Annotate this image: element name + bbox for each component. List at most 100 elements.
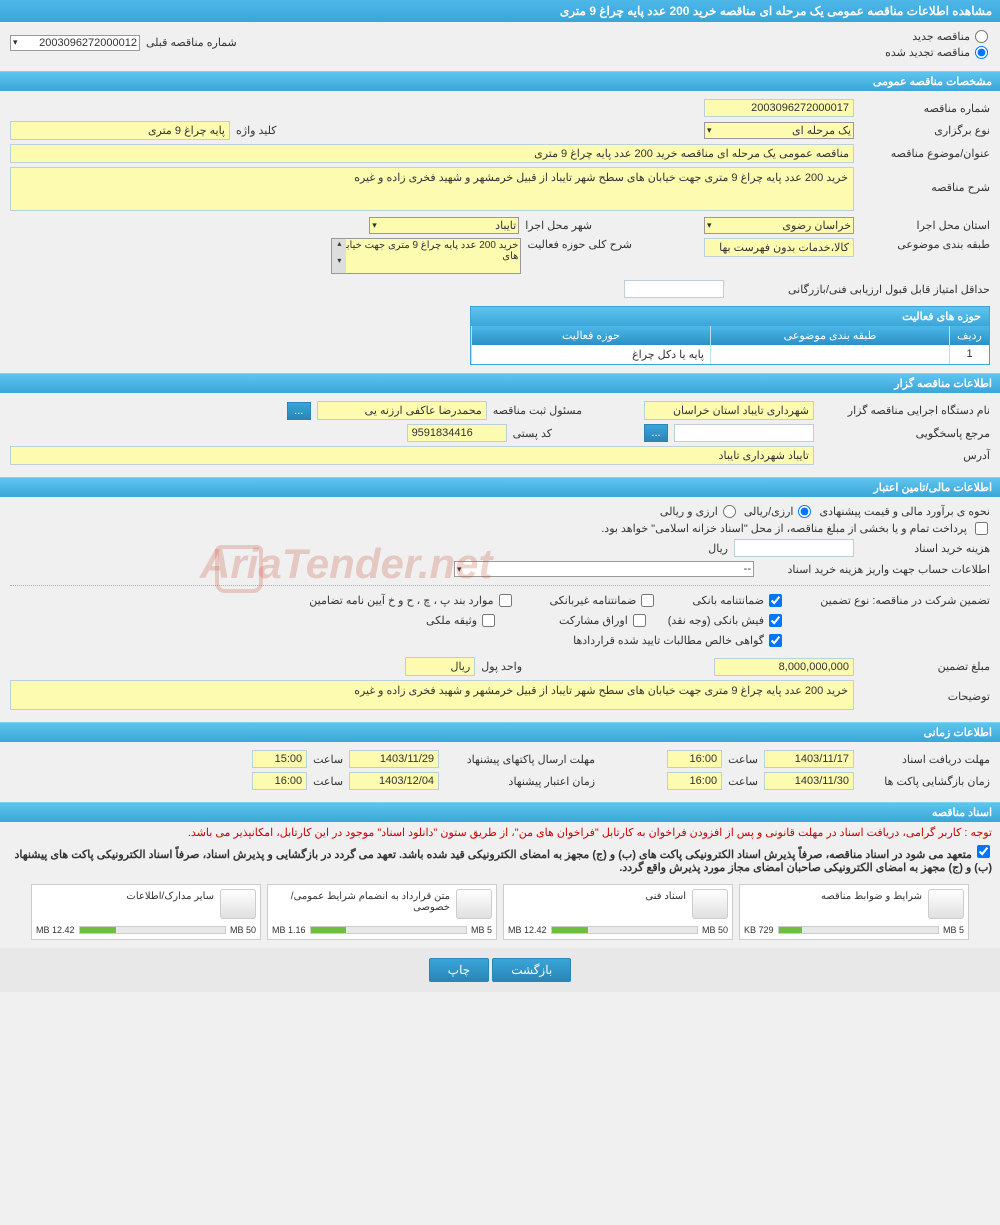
prev-tender-label: شماره مناقصه قبلی [146, 36, 237, 49]
doc-size: 1.16 MB [272, 925, 306, 935]
currency-radio-1[interactable]: ارزی/ریالی [744, 505, 814, 518]
open-date[interactable]: 1403/11/30 [764, 772, 854, 790]
doc-deadline-label: مهلت دریافت اسناد [860, 753, 990, 766]
activity-listbox[interactable]: خرید 200 عدد پایه چراغ 9 متری جهت خیابان… [331, 238, 521, 274]
doc-card[interactable]: متن قرارداد به انضمام شرایط عمومی/خصوصی5… [267, 884, 497, 940]
doc-card[interactable]: اسناد فنی50 MB12.42 MB [503, 884, 733, 940]
send-time[interactable]: 15:00 [252, 750, 307, 768]
subject-label: عنوان/موضوع مناقصه [860, 147, 990, 160]
g-bank-label: ضمانتنامه بانکی [692, 594, 764, 607]
fin-header: اطلاعات مالی/تامین اعتبار [0, 477, 1000, 497]
cat-label: طبقه بندی موضوعی [860, 238, 990, 251]
pay-checkbox[interactable] [975, 522, 988, 535]
folder-icon [456, 889, 492, 919]
g-stock-check[interactable]: اوراق مشارکت [559, 614, 648, 627]
resp-browse-button[interactable]: ... [644, 424, 668, 442]
radio-new-label: مناقصه جدید [912, 30, 970, 43]
currency-radio-2[interactable]: ارزی و ریالی [660, 505, 738, 518]
account-label: اطلاعات حساب جهت واریز هزینه خرید اسناد [760, 563, 990, 576]
desc-label: شرح مناقصه [860, 167, 990, 194]
org-body: نام دستگاه اجرایی مناقصه گزار شهرداری تا… [0, 393, 1000, 477]
radio-renewed-tender[interactable]: مناقصه تجدید شده [885, 46, 990, 59]
province-value: خراسان رضوی [782, 219, 851, 232]
radio-new-tender[interactable]: مناقصه جدید [885, 30, 990, 43]
doc-card[interactable]: سایر مدارک/اطلاعات50 MB12.42 MB [31, 884, 261, 940]
g-items-check[interactable]: موارد بند پ ، چ ، ح و خ آیین نامه تضامین [309, 594, 513, 607]
docs-body: توجه : کاربر گرامی، دریافت اسناد در مهلت… [0, 822, 1000, 948]
doc-deadline-date[interactable]: 1403/11/17 [764, 750, 854, 768]
doc-max: 5 MB [943, 925, 964, 935]
g-stock-label: اوراق مشارکت [559, 614, 628, 627]
g-items-label: موارد بند پ ، چ ، ح و خ آیین نامه تضامین [309, 594, 493, 607]
doc-progress [79, 926, 226, 934]
doc-label: شرایط و ضوابط مناقصه [744, 889, 922, 902]
city-label: شهر محل اجرا [525, 219, 592, 232]
reg-browse-button[interactable]: ... [287, 402, 311, 420]
chevron-down-icon: ▾ [707, 125, 712, 136]
doc-cost-field[interactable] [734, 539, 854, 557]
prev-tender-select[interactable]: 2003096272000012 ▾ [10, 35, 140, 51]
doc-max: 50 MB [230, 925, 256, 935]
commit-text: متعهد می شود در اسناد مناقصه، صرفاً پذیر… [15, 849, 992, 874]
valid-label: زمان اعتبار پیشنهاد [445, 775, 595, 788]
g-nonbank-check[interactable]: ضمانتنامه غیربانکی [550, 594, 657, 607]
activity-table: حوزه های فعالیت ردیف طبقه بندی موضوعی حو… [470, 306, 990, 365]
account-value: -- [744, 563, 751, 575]
cat-field: کالا،خدمات بدون فهرست بها [704, 238, 854, 257]
resp-label: مرجع پاسخگویی [820, 427, 990, 440]
col-row: ردیف [949, 326, 989, 345]
valid-time[interactable]: 16:00 [252, 772, 307, 790]
org-header: اطلاعات مناقصه گزار [0, 373, 1000, 393]
valid-date[interactable]: 1403/12/04 [349, 772, 439, 790]
province-select[interactable]: خراسان رضوی ▾ [704, 217, 854, 234]
row-act: پایه یا دکل چراغ [471, 345, 710, 364]
province-label: استان محل اجرا [860, 219, 990, 232]
tender-no-field: 2003096272000017 [704, 99, 854, 117]
doc-progress [778, 926, 939, 934]
tender-no-label: شماره مناقصه [860, 102, 990, 115]
city-select[interactable]: تایباد ▾ [369, 217, 519, 234]
col-act: حوزه فعالیت [471, 326, 710, 345]
g-cert-check[interactable]: گواهی خالص مطالبات تایید شده قراردادها [573, 634, 784, 647]
time-label-2: ساعت [313, 753, 343, 766]
g-cash-label: فیش بانکی (وجه نقد) [668, 614, 764, 627]
send-date[interactable]: 1403/11/29 [349, 750, 439, 768]
resp-field[interactable] [674, 424, 814, 442]
time-label-4: ساعت [313, 775, 343, 788]
doc-deadline-time[interactable]: 16:00 [667, 750, 722, 768]
type-select[interactable]: یک مرحله ای ▾ [704, 122, 854, 139]
keyword-field[interactable]: پایه چراغ 9 متری [10, 121, 230, 140]
account-select[interactable]: -- ▾ [454, 561, 754, 577]
min-score-field[interactable] [624, 280, 724, 298]
amount-field[interactable]: 8,000,000,000 [714, 658, 854, 676]
print-button[interactable]: چاپ [429, 958, 489, 982]
g-cash-check[interactable]: فیش بانکی (وجه نقد) [668, 614, 784, 627]
table-row: 1 پایه یا دکل چراغ [471, 345, 989, 364]
doc-cost-unit: ریال [708, 542, 728, 555]
addr-label: آدرس [820, 449, 990, 462]
back-button[interactable]: بازگشت [492, 958, 571, 982]
doc-size: 12.42 MB [508, 925, 547, 935]
top-radio-section: مناقصه جدید مناقصه تجدید شده شماره مناقص… [0, 22, 1000, 71]
chevron-down-icon: ▾ [457, 564, 462, 575]
listbox-scroll[interactable]: ▴▾ [332, 239, 346, 273]
open-time[interactable]: 16:00 [667, 772, 722, 790]
col-cat: طبقه بندی موضوعی [710, 326, 949, 345]
type-label: نوع برگزاری [860, 124, 990, 137]
desc-textarea[interactable]: خرید 200 عدد پایه چراغ 9 متری جهت خیابان… [10, 167, 854, 211]
open-label: زمان بازگشایی پاکت ها [860, 775, 990, 788]
notes-textarea[interactable]: خرید 200 عدد پایه چراغ 9 متری جهت خیابان… [10, 680, 854, 710]
docs-note-bold: متعهد می شود در اسناد مناقصه، صرفاً پذیر… [0, 843, 1000, 876]
g-property-check[interactable]: وثیقه ملکی [426, 614, 497, 627]
send-label: مهلت ارسال پاکتهای پیشنهاد [445, 753, 595, 766]
g-bank-check[interactable]: ضمانتنامه بانکی [692, 594, 784, 607]
doc-card[interactable]: شرایط و ضوابط مناقصه5 MB729 KB [739, 884, 969, 940]
page-title: مشاهده اطلاعات مناقصه عمومی یک مرحله ای … [0, 0, 1000, 22]
folder-icon [928, 889, 964, 919]
chevron-down-icon: ▾ [707, 220, 712, 231]
commit-checkbox[interactable] [977, 845, 990, 858]
subject-field[interactable]: مناقصه عمومی یک مرحله ای مناقصه خرید 200… [10, 144, 854, 163]
unit-field: ریال [405, 657, 475, 676]
reg-field: محمدرضا عاکفی ارزنه یی [317, 401, 487, 420]
addr-field[interactable]: تایباد شهرداری تایباد [10, 446, 814, 465]
